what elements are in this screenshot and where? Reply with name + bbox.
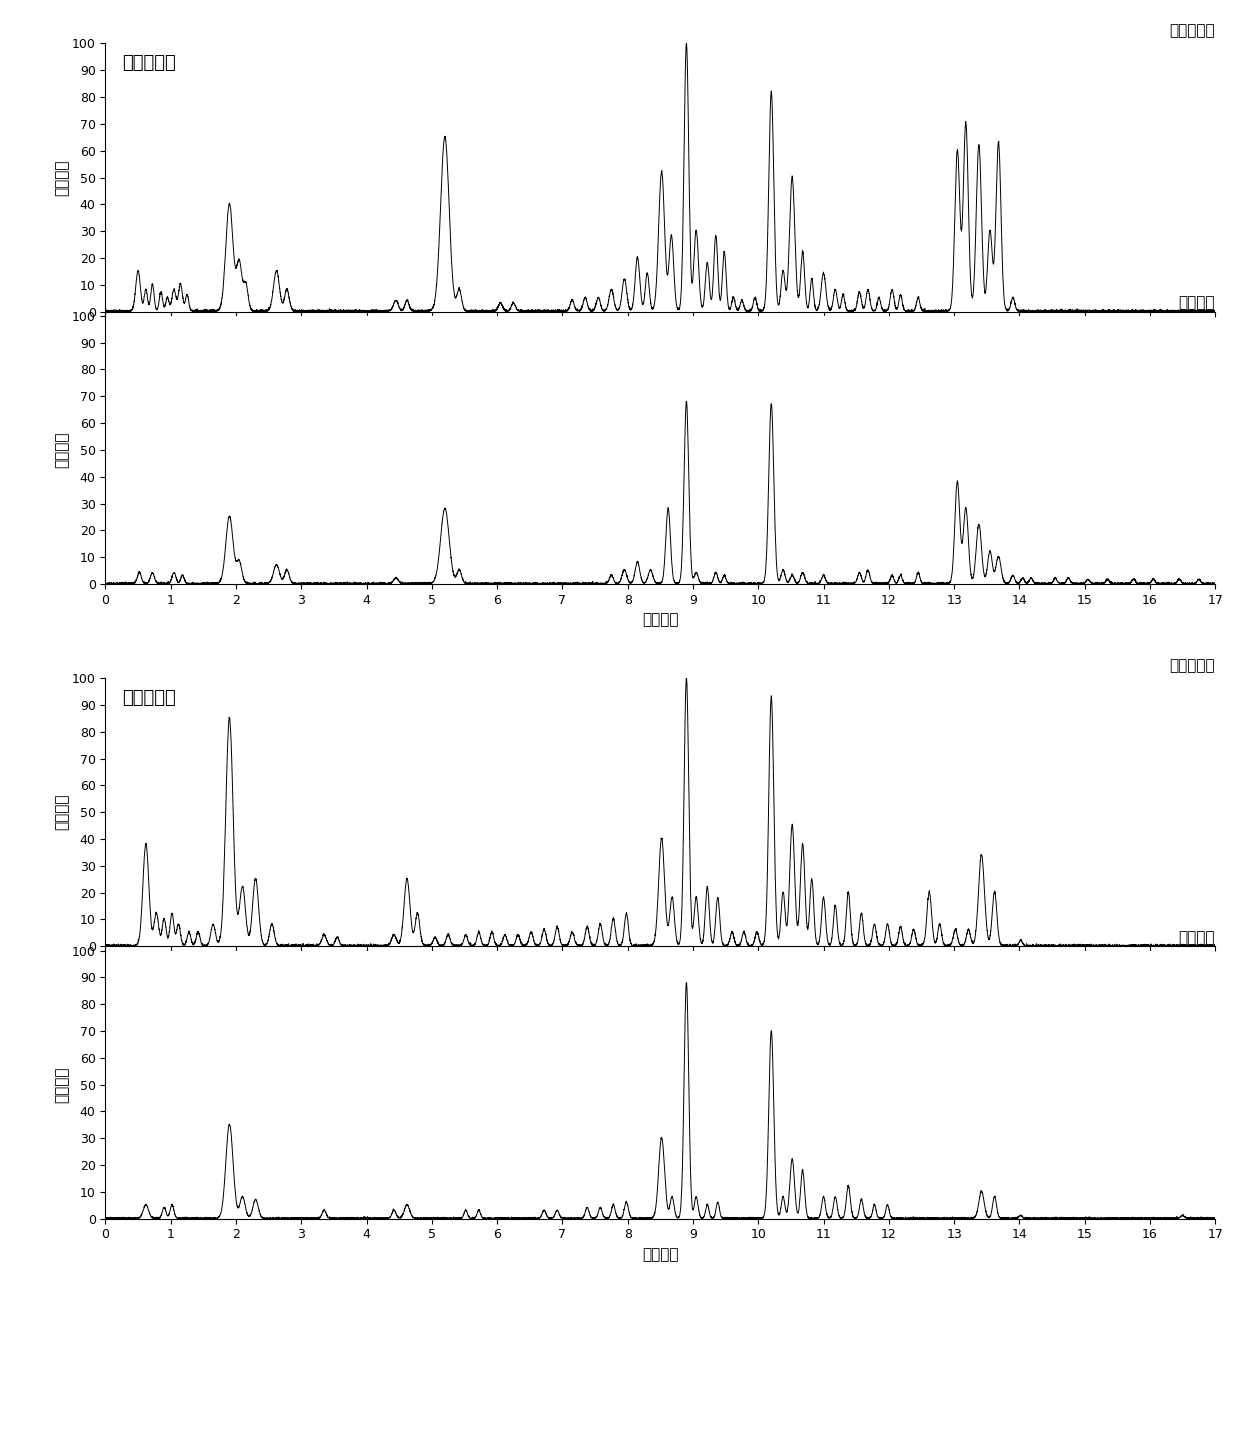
Y-axis label: 相对丰度: 相对丰度 [55,1066,69,1103]
X-axis label: 保留时间: 保留时间 [642,1248,678,1262]
Text: 正离子模式: 正离子模式 [122,54,176,72]
Text: 健康对照: 健康对照 [1179,930,1215,945]
Text: 慢阻肺患者: 慢阻肺患者 [1169,23,1215,38]
Y-axis label: 相对丰度: 相对丰度 [55,432,69,468]
X-axis label: 保留时间: 保留时间 [642,613,678,627]
Text: 慢阻肺患者: 慢阻肺患者 [1169,658,1215,672]
Y-axis label: 相对丰度: 相对丰度 [55,159,69,196]
Text: 健康对照: 健康对照 [1179,296,1215,310]
Y-axis label: 相对丰度: 相对丰度 [55,794,69,830]
Text: 负离子模式: 负离子模式 [122,688,176,707]
